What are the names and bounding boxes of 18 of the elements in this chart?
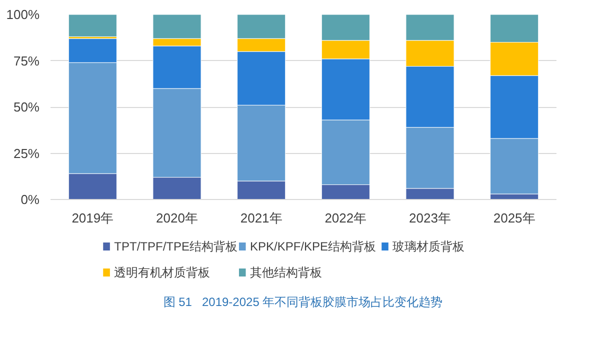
legend-label: KPK/KPF/KPE结构背板: [250, 240, 376, 254]
y-tick-label: 25%: [13, 146, 40, 161]
legend-label: 玻璃材质背板: [392, 240, 465, 254]
y-tick-label: 50%: [13, 100, 40, 114]
x-tick-label: 2020年: [156, 210, 198, 226]
caption: 图 51 2019-2025 年不同背板胶膜市场占比变化趋势: [163, 294, 443, 311]
legend-label: 其他结构背板: [250, 266, 322, 280]
x-tick-label: 2025年: [493, 210, 536, 226]
x-tick-label: 2019年: [72, 210, 114, 226]
x-tick-label: 2021年: [240, 210, 282, 226]
y-tick-label: 100%: [6, 7, 40, 22]
legend-label: TPT/TPF/TPE结构背板: [114, 240, 238, 254]
x-tick-label: 2023年: [409, 210, 451, 226]
y-tick-label: 75%: [13, 53, 40, 68]
legend-label: 透明有机材质背板: [114, 266, 210, 280]
bar: [68, 14, 117, 37]
x-tick-label: 2022年: [324, 210, 367, 226]
y-tick-label: 0%: [20, 192, 40, 207]
